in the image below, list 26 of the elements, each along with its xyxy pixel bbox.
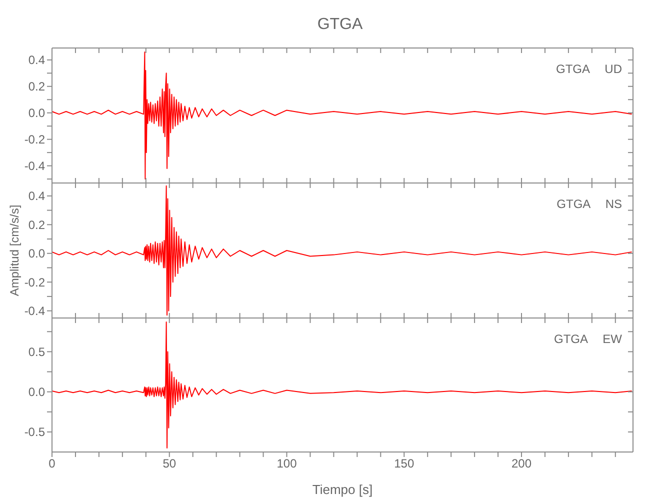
x-tick-label: 200: [511, 456, 532, 471]
annotation: GTGA EW: [554, 332, 622, 346]
x-tick-label: 100: [276, 456, 298, 471]
x-axis-title: Tiempo [s]: [312, 482, 373, 497]
line-series: [52, 322, 632, 448]
y-tick-label: -0.4: [24, 304, 46, 318]
y-tick-label: -0.2: [24, 275, 46, 290]
y-tick-label: 0.2: [28, 80, 46, 94]
y-tick-label: 0.4: [28, 189, 46, 204]
x-tick-label: 50: [162, 456, 176, 471]
y-tick-label: 0.4: [28, 53, 46, 68]
y-tick-label: -0.4: [24, 159, 46, 174]
line-series: [52, 51, 632, 180]
y-tick-label: 0.0: [28, 106, 46, 120]
y-tick-label: 0.2: [28, 218, 46, 232]
y-tick-label: 0.0: [28, 246, 46, 261]
chart-title: GTGA: [316, 16, 364, 34]
x-tick-label: 150: [394, 456, 414, 471]
x-tick-label: 0: [48, 456, 56, 471]
annotation: GTGA UD: [556, 62, 622, 76]
y-tick-label: -0.2: [24, 132, 46, 147]
annotation: GTGA NS: [556, 197, 622, 211]
y-axis-title: Amplitud [cm/s/s]: [7, 204, 22, 296]
y-tick-label: 0.0: [28, 385, 46, 400]
y-tick-label: 0.5: [28, 344, 46, 359]
y-tick-label: -0.5: [24, 425, 46, 440]
